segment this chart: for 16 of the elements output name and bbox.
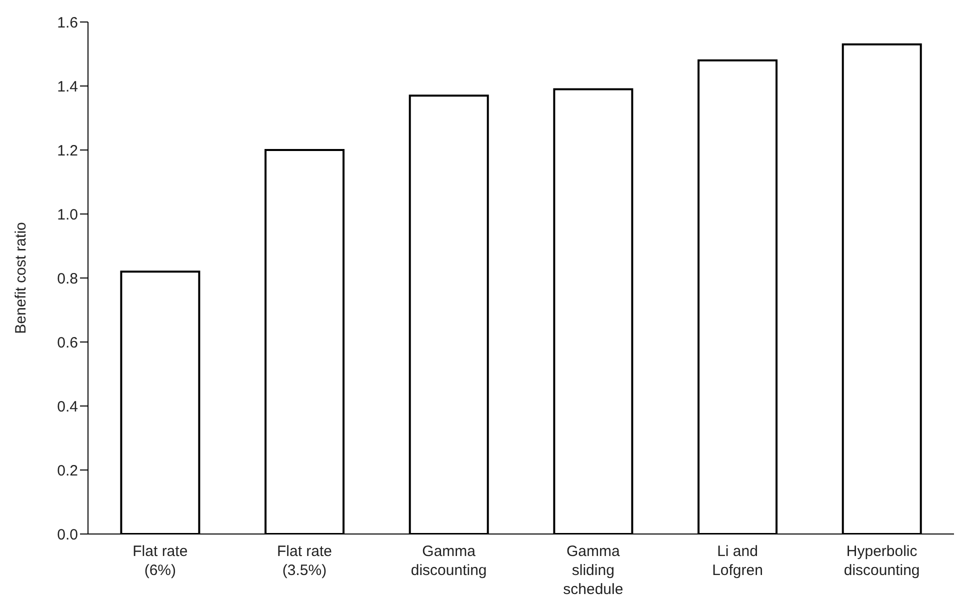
- y-tick-label: 1.2: [57, 142, 78, 160]
- y-tick-label: 1.4: [57, 78, 78, 96]
- x-tick-label: Flat rate (3.5%): [276, 543, 332, 579]
- y-tick-label: 0.4: [57, 398, 78, 416]
- y-tick-label: 0.0: [57, 526, 78, 544]
- x-tick-label: Gamma sliding schedule: [563, 543, 624, 598]
- x-tick-label: Gamma discounting: [410, 543, 487, 579]
- y-tick-label: 0.2: [57, 462, 78, 480]
- x-tick-label: Li and Lofgren: [712, 543, 763, 579]
- x-tick-label: Flat rate (6%): [132, 543, 188, 579]
- y-axis-title: Benefit cost ratio: [12, 222, 30, 334]
- y-tick-label: 1.0: [57, 206, 78, 224]
- y-tick-label: 0.8: [57, 270, 78, 288]
- y-tick-label: 0.6: [57, 334, 78, 352]
- x-tick-label: Hyperbolic discounting: [844, 543, 920, 579]
- y-tick-label: 1.6: [57, 14, 78, 32]
